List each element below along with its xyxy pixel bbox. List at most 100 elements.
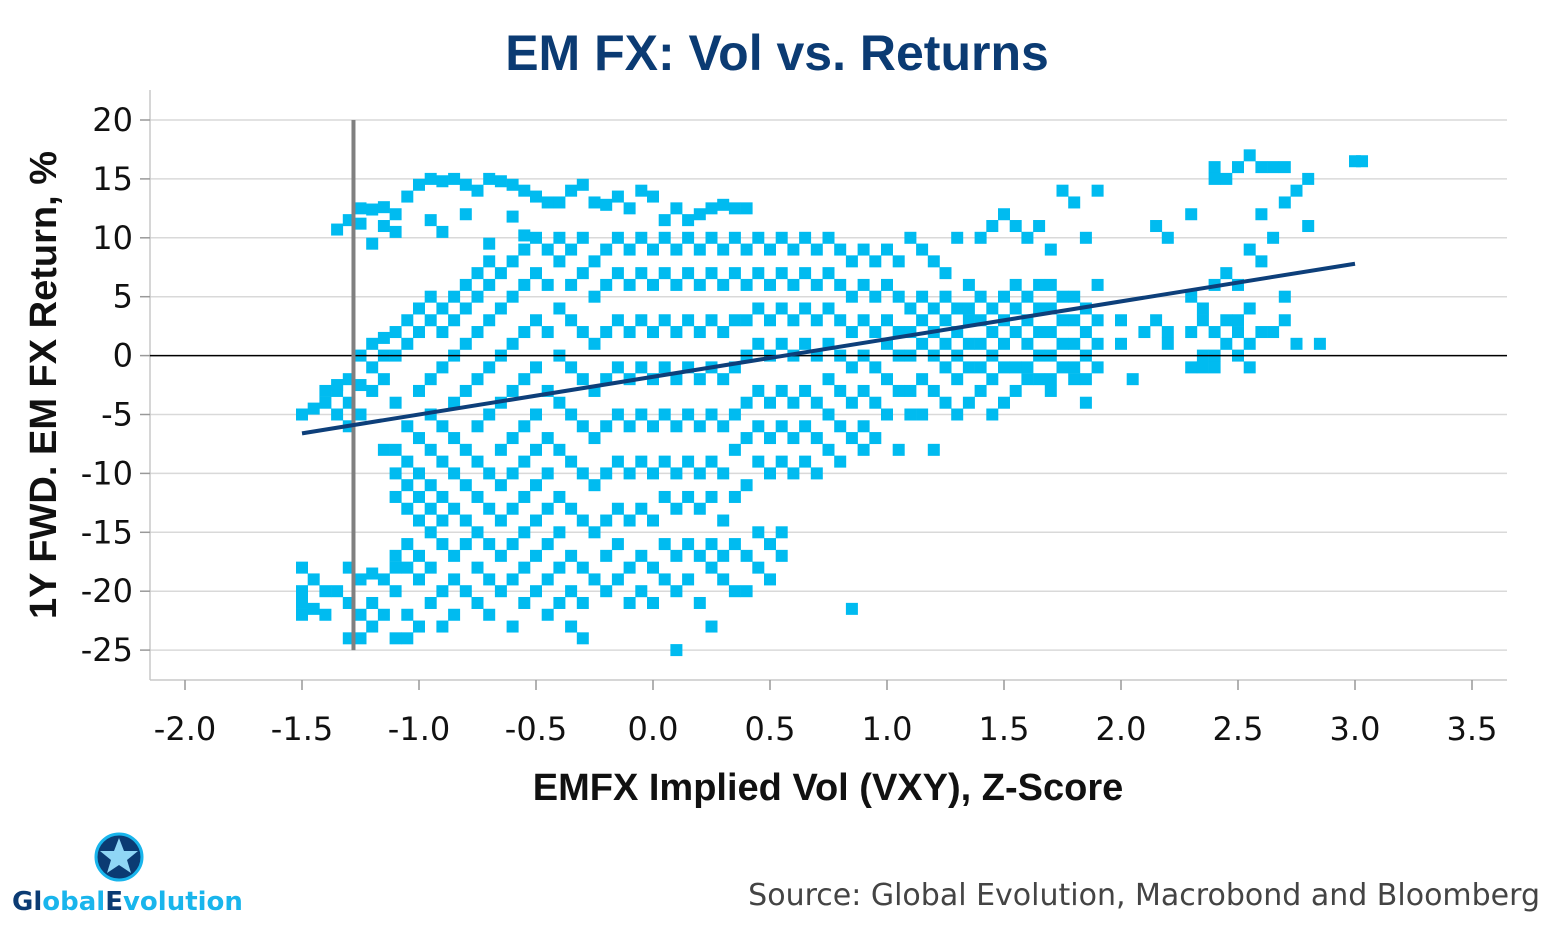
data-point [1267, 161, 1280, 174]
data-point [705, 620, 718, 633]
data-point [1278, 290, 1291, 303]
data-point [939, 396, 952, 409]
data-point [553, 490, 566, 503]
data-point [307, 573, 320, 586]
data-point [401, 608, 414, 621]
data-point [775, 455, 788, 468]
data-point [658, 314, 671, 327]
data-point [459, 178, 472, 191]
data-point [1079, 231, 1092, 244]
data-point [1243, 361, 1256, 374]
data-point [459, 208, 472, 221]
data-point [728, 538, 741, 551]
data-point [471, 326, 484, 339]
data-point [740, 278, 753, 291]
data-point [647, 326, 659, 339]
source-note: Source: Global Evolution, Macrobond and … [748, 878, 1540, 913]
data-point [541, 196, 554, 209]
data-point [705, 561, 718, 574]
x-tick-label: 1.0 [862, 710, 913, 748]
data-point [448, 432, 461, 445]
data-point [471, 267, 484, 280]
data-point [494, 549, 507, 562]
data-point [892, 290, 905, 303]
data-point [869, 290, 882, 303]
data-point [424, 479, 437, 492]
data-point [881, 373, 893, 386]
data-point [389, 326, 402, 339]
data-point [565, 361, 578, 374]
data-point [787, 243, 800, 256]
data-point [752, 526, 765, 539]
y-tick-label: 15 [92, 160, 133, 198]
data-point [331, 379, 344, 392]
data-point [377, 608, 390, 621]
data-point [413, 178, 425, 191]
data-point [1232, 326, 1244, 339]
data-point [1033, 326, 1046, 339]
data-point [530, 549, 542, 562]
data-point [1021, 373, 1034, 386]
data-point [611, 267, 624, 280]
data-point [764, 314, 776, 327]
data-point [635, 314, 648, 327]
data-point [682, 538, 695, 551]
data-point [436, 420, 449, 433]
data-point [658, 267, 671, 280]
data-point [366, 567, 379, 580]
data-point [775, 231, 788, 244]
data-point [494, 514, 507, 527]
data-point [424, 596, 437, 609]
data-point [518, 490, 531, 503]
data-point [518, 420, 531, 433]
data-point [354, 217, 367, 230]
data-point [740, 396, 753, 409]
data-point [530, 479, 542, 492]
data-point [506, 255, 519, 268]
data-point [682, 314, 695, 327]
data-point [1220, 172, 1233, 185]
data-point [717, 373, 730, 386]
data-point [1009, 278, 1022, 291]
data-point [483, 172, 496, 185]
data-point [494, 585, 507, 598]
data-point [916, 314, 929, 327]
data-point [1068, 373, 1081, 386]
data-point [413, 467, 425, 480]
data-point [1196, 314, 1209, 327]
data-point [857, 443, 870, 456]
data-point [518, 373, 531, 386]
data-point [366, 337, 379, 350]
data-point [705, 408, 718, 421]
data-point [401, 538, 414, 551]
data-point [366, 203, 379, 216]
y-tick-label: 10 [92, 219, 133, 257]
data-point [717, 573, 730, 586]
data-point [530, 231, 542, 244]
data-point [1033, 278, 1046, 291]
data-point [857, 420, 870, 433]
data-point [576, 178, 589, 191]
data-point [518, 243, 531, 256]
data-point [1290, 184, 1303, 197]
data-point [506, 290, 519, 303]
data-point [541, 467, 554, 480]
data-point [459, 479, 472, 492]
data-point [834, 455, 847, 468]
data-point [506, 620, 519, 633]
data-point [401, 314, 414, 327]
data-point [869, 396, 882, 409]
data-point [845, 255, 858, 268]
data-point [740, 314, 753, 327]
data-point [1208, 361, 1221, 374]
data-point [682, 408, 695, 421]
data-point [728, 443, 741, 456]
data-point [799, 302, 812, 315]
data-point [389, 396, 402, 409]
star-icon [100, 838, 138, 873]
data-point [459, 384, 472, 397]
data-point [647, 596, 659, 609]
data-point [413, 326, 425, 339]
data-point [752, 455, 765, 468]
data-point [787, 432, 800, 445]
